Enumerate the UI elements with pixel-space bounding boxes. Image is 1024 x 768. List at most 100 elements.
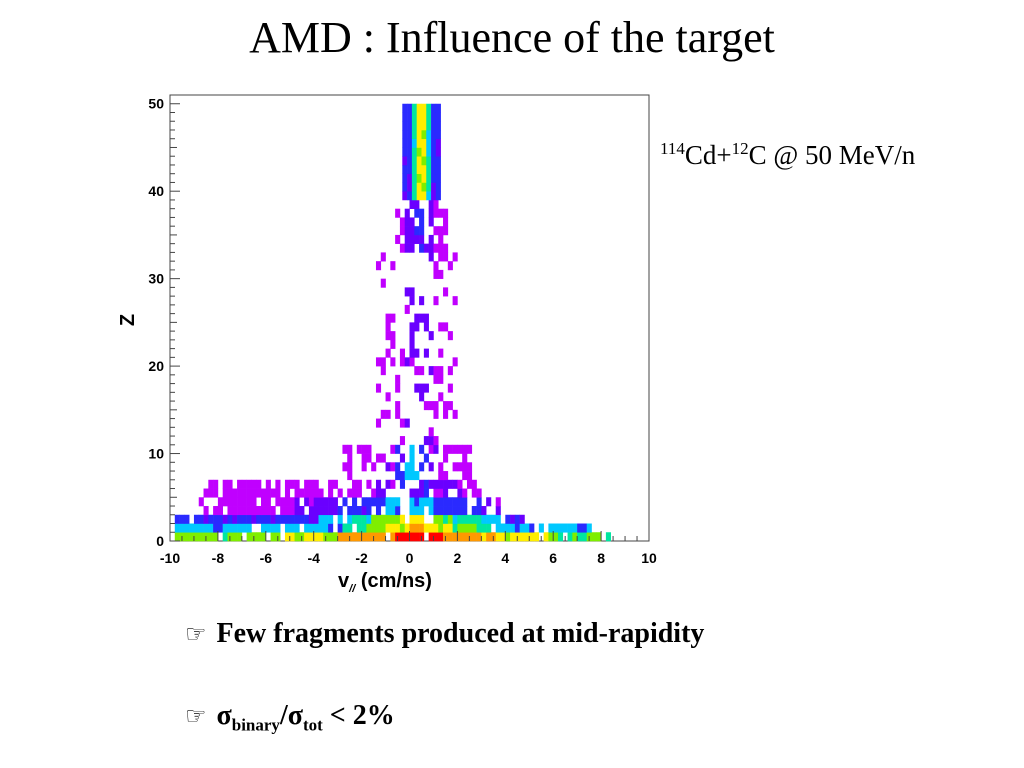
heatmap-cell [227, 497, 233, 507]
bullet-mid-rapidity: ☞ Few fragments produced at mid-rapidity [185, 618, 704, 650]
heatmap-cell [419, 296, 425, 306]
heatmap-cell [431, 182, 437, 192]
heatmap-cell [505, 523, 511, 533]
x-tick-labels: -10 -8 -6 -4 -2 0 2 4 6 8 10 [160, 550, 657, 566]
x-tick-label: -2 [355, 550, 368, 566]
heatmap-cell [289, 532, 295, 542]
slide-title: AMD : Influence of the target [249, 13, 775, 62]
heatmap-cell [241, 523, 247, 533]
heatmap-cell [198, 497, 204, 507]
heatmap-cell [366, 453, 372, 463]
heatmap-cell [433, 226, 439, 236]
heatmap-cell [385, 497, 391, 507]
heatmap-cell [222, 479, 228, 489]
heatmap-cell [198, 514, 204, 524]
heatmap-cell [399, 523, 406, 533]
heatmap-cell [304, 523, 310, 533]
heatmap-cell [438, 226, 444, 236]
heatmap-cell [435, 173, 441, 183]
heatmap-cell [548, 523, 554, 533]
y-tick-label: 30 [148, 271, 164, 287]
heatmap-cell [481, 506, 487, 516]
heatmap-cell [591, 532, 597, 542]
heatmap-cell [476, 506, 482, 516]
heatmap-cell [510, 514, 516, 524]
heatmap-cell [411, 182, 417, 192]
heatmap-cell [419, 444, 425, 454]
heatmap-cell [390, 497, 396, 507]
heatmap-cell [423, 401, 429, 411]
heatmap-cell [586, 523, 592, 533]
heatmap-cell [447, 366, 453, 376]
heatmap-cell [342, 523, 348, 533]
heatmap-cell [404, 226, 410, 236]
heatmap-cell [428, 331, 434, 341]
heatmap-cell [366, 506, 372, 516]
heatmap-cell [407, 164, 413, 175]
heatmap-cell [443, 252, 449, 262]
heatmap-cell [402, 147, 408, 157]
heatmap-cell [213, 514, 219, 524]
heatmap-cell [409, 514, 415, 524]
heatmap-cell [270, 488, 276, 498]
x-tick-label: 0 [406, 550, 414, 566]
heatmap-cell [189, 523, 195, 533]
heatmap-cell [577, 532, 583, 542]
heatmap-cell [409, 357, 415, 367]
heatmap-cell [476, 532, 482, 542]
chart-container: -10 -8 -6 -4 -2 0 2 4 6 8 10 0 10 20 30 40 50 v// (cm/n… [100, 84, 670, 598]
heatmap-cell [222, 514, 228, 524]
heatmap-cell [419, 479, 425, 489]
heatmap-cell [380, 532, 386, 542]
heatmap-cell [433, 497, 439, 507]
heatmap-cell [438, 479, 444, 489]
sigma-binary-subscript: binary [231, 715, 280, 735]
heatmap-cell [433, 523, 439, 533]
heatmap-cell [409, 453, 415, 463]
heatmap-cell [411, 121, 417, 131]
heatmap-cell [476, 488, 482, 498]
heatmap-cell [237, 479, 243, 489]
heatmap-cell [416, 191, 422, 201]
heatmap-cell [390, 514, 396, 524]
heatmap-cell [385, 313, 391, 323]
heatmap-cell [375, 357, 382, 367]
heatmap-cell [409, 243, 415, 253]
heatmap-cell [352, 479, 358, 489]
heatmap-cell [414, 366, 420, 376]
heatmap-cell [419, 234, 425, 244]
heatmap-cell [476, 514, 482, 524]
heatmap-cell [265, 488, 271, 498]
heatmap-cell [337, 488, 343, 498]
heatmap-cell [495, 497, 501, 507]
heatmap-cell [428, 401, 434, 411]
heatmap-cell [426, 121, 432, 131]
heatmap-cell [567, 523, 573, 533]
heatmap-cell [404, 304, 410, 314]
heatmap-cell [222, 497, 228, 507]
bullet-cross-section: ☞ σbinary/σtot < 2% [185, 700, 395, 735]
heatmap-cell [375, 418, 382, 428]
heatmap-cell [232, 523, 238, 533]
heatmap-cell [261, 514, 267, 524]
heatmap-cell [457, 497, 463, 507]
heatmap-cell [308, 479, 314, 489]
x-tick-label: 4 [501, 550, 509, 566]
heatmap-cell [419, 208, 425, 218]
heatmap-cell [189, 532, 195, 542]
heatmap-cell [280, 506, 286, 516]
heatmap-cell [318, 488, 324, 498]
heatmap-cell [395, 514, 401, 524]
heatmap-cell [299, 488, 305, 498]
heatmap-cell [265, 506, 271, 516]
heatmap-cell [227, 514, 233, 524]
heatmap-cell [447, 532, 453, 542]
heatmap-cell [318, 523, 324, 533]
heatmap-cell [237, 514, 243, 524]
heatmap-cell [284, 497, 291, 507]
heatmap-cell [409, 471, 415, 481]
heatmap-cell [411, 156, 417, 166]
heatmap-cell [421, 182, 427, 192]
heatmap-cell [347, 523, 353, 533]
heatmap-cell [407, 147, 413, 157]
